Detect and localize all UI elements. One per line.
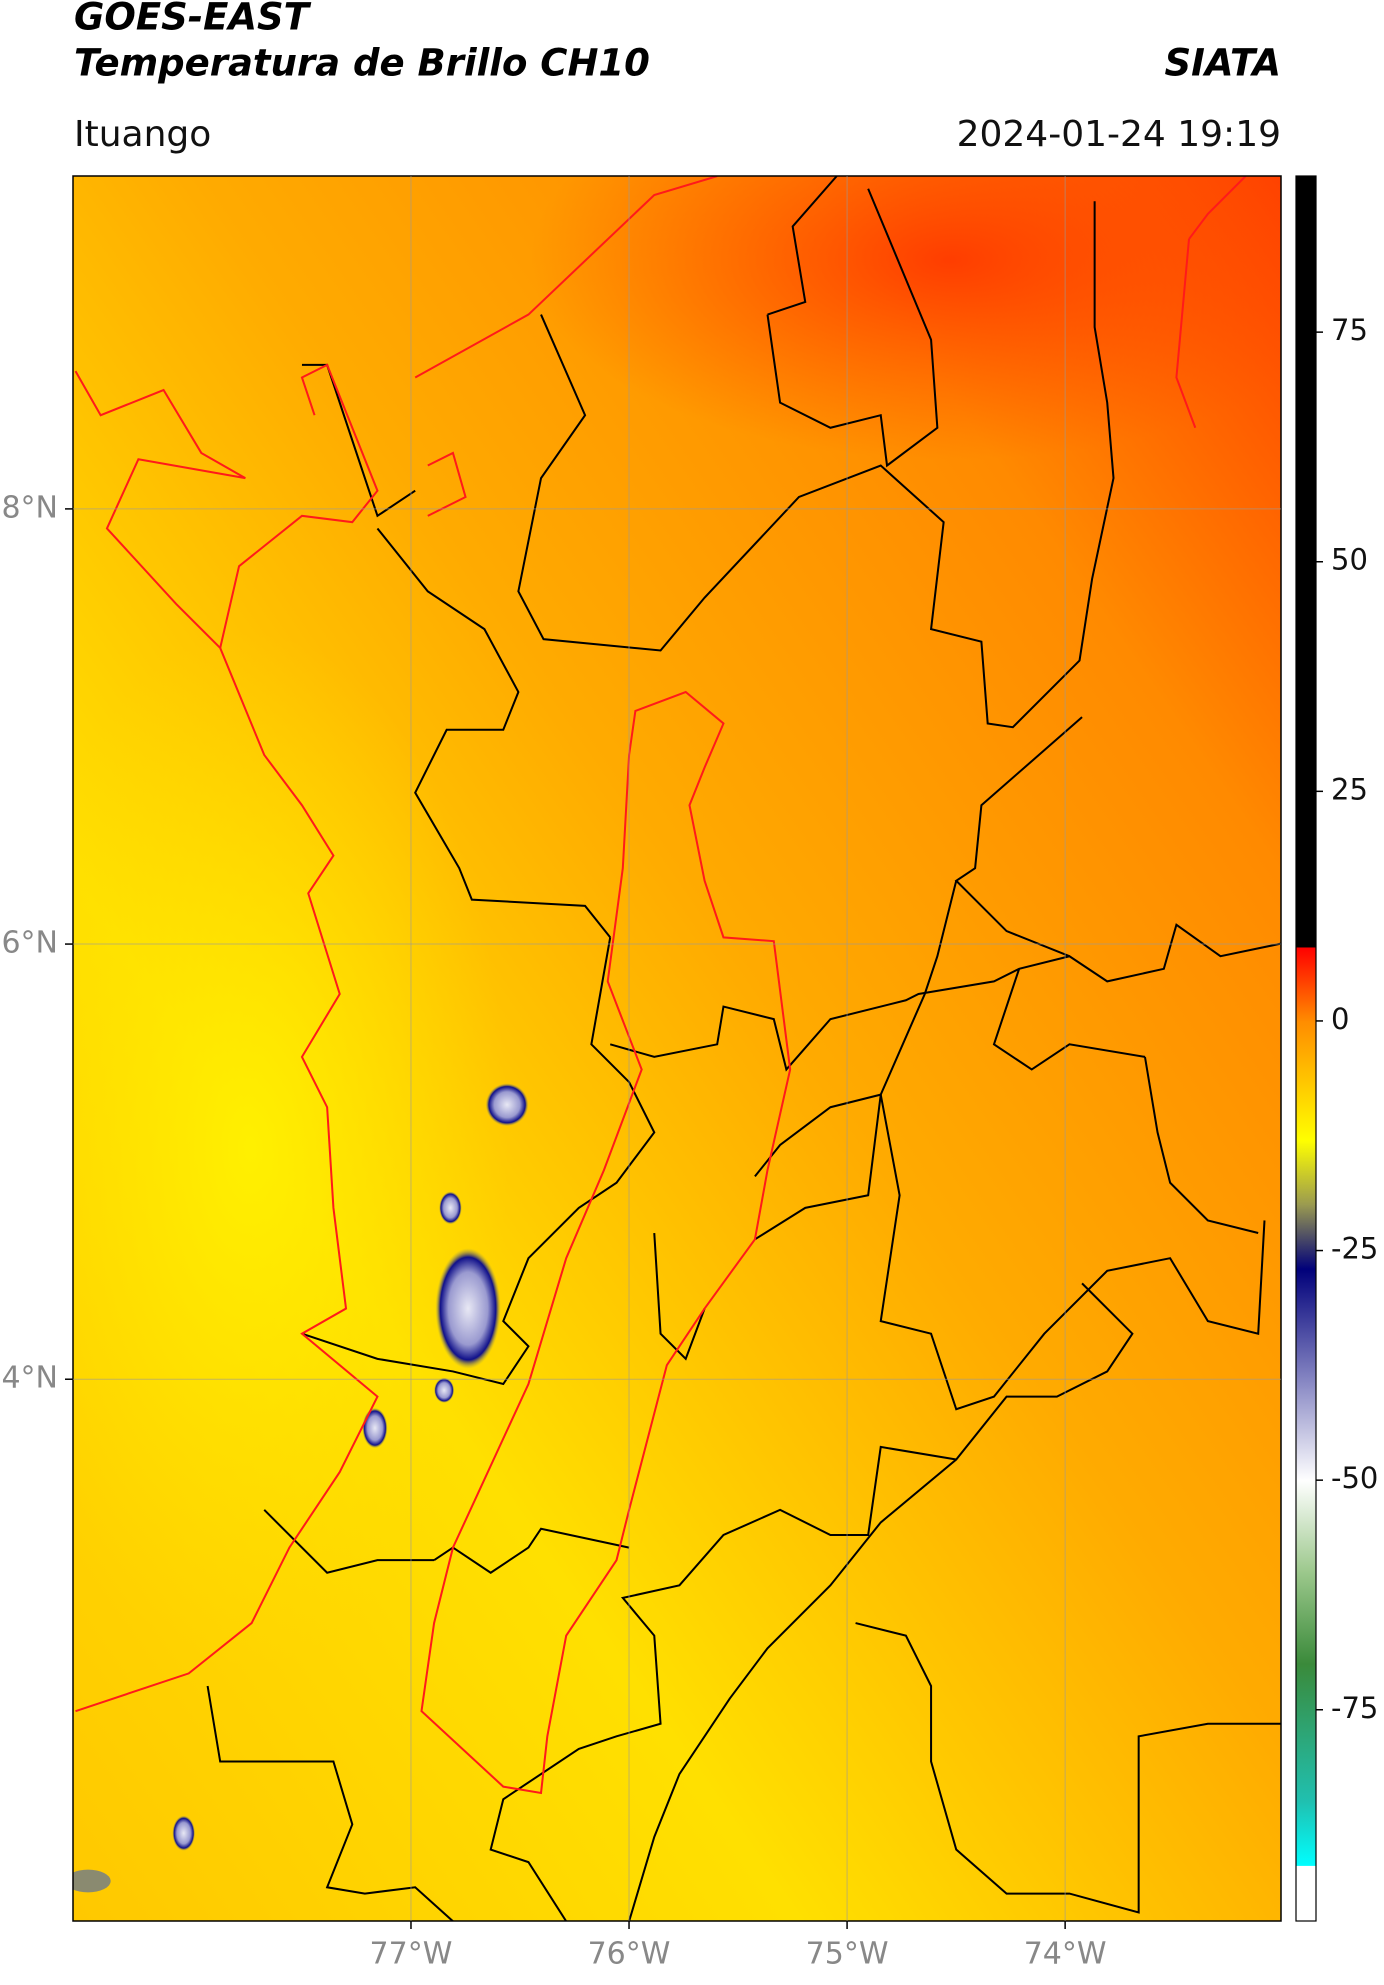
region: Ituango bbox=[74, 114, 211, 155]
colorbar-segment bbox=[1296, 947, 1316, 1022]
brightness-temperature-image bbox=[73, 176, 1281, 1921]
colorbar-tick-label: -25 bbox=[1331, 1232, 1378, 1266]
colorbar-segment bbox=[1296, 1572, 1316, 1665]
colorbar-segment bbox=[1296, 1865, 1316, 1922]
lon-tick-label: 77°W bbox=[370, 1937, 453, 1972]
datetime: 2024-01-24 19:19 bbox=[957, 114, 1281, 155]
title-line2: Temperatura de Brillo CH10 bbox=[74, 42, 650, 85]
title-line1: GOES-EAST bbox=[74, 0, 312, 39]
lon-tick-label: 76°W bbox=[588, 1937, 671, 1972]
colorbar-segment bbox=[1296, 1268, 1316, 1389]
colorbar-tick-label: 75 bbox=[1331, 313, 1368, 347]
colorbar-segment bbox=[1296, 1204, 1316, 1270]
colorbar-frame bbox=[1295, 175, 1317, 1922]
lon-tick-label: 74°W bbox=[1024, 1937, 1107, 1972]
colorbar-segment bbox=[1296, 176, 1316, 948]
lat-tick-label: 8°N bbox=[1, 490, 58, 525]
colorbar-tick-label: -75 bbox=[1331, 1691, 1378, 1725]
colorbar-tick-label: -50 bbox=[1331, 1461, 1378, 1495]
colorbar-tick-label: 0 bbox=[1331, 1002, 1349, 1036]
colorbar-segment bbox=[1296, 1801, 1316, 1867]
lon-tick-label: 75°W bbox=[806, 1937, 889, 1972]
colorbar-segment bbox=[1296, 1388, 1316, 1481]
organization: SIATA bbox=[1164, 42, 1281, 85]
lat-tick-label: 6°N bbox=[1, 926, 58, 961]
colorbar-tick-label: 25 bbox=[1331, 772, 1368, 806]
colorbar-segment bbox=[1296, 1663, 1316, 1803]
colorbar-tick-label: 50 bbox=[1331, 543, 1368, 577]
colorbar-segment bbox=[1296, 1480, 1316, 1573]
colorbar-segment bbox=[1296, 1020, 1316, 1141]
colorbar-segment bbox=[1296, 1140, 1316, 1206]
map-frame bbox=[72, 175, 1282, 1922]
lat-tick-label: 4°N bbox=[1, 1361, 58, 1396]
